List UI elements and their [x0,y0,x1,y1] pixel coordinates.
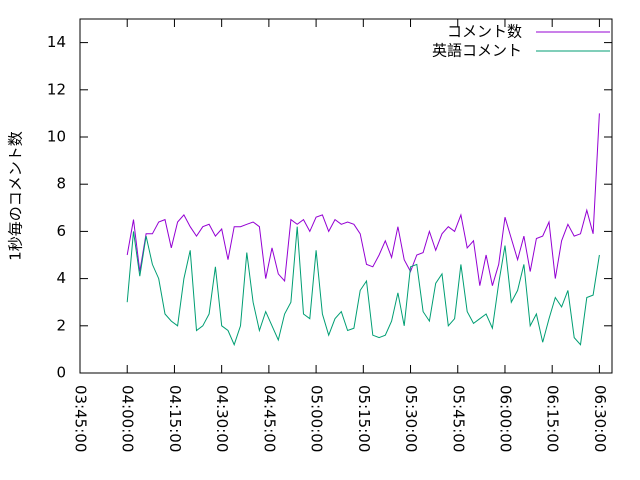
x-tick-label: 06:00:00 [496,385,514,452]
series-line [126,226,600,347]
x-tick-label: 04:00:00 [119,385,137,452]
legend-label: コメント数 [447,23,522,41]
y-tick-label: 8 [56,175,66,193]
x-tick-label: 06:30:00 [591,385,609,452]
series-line [126,113,600,286]
y-tick-label: 12 [47,80,66,98]
y-tick-label: 10 [47,128,66,146]
x-tick-label: 03:45:00 [72,385,90,452]
legend-label: 英語コメント [432,42,522,60]
y-tick-label: 0 [56,364,66,382]
x-tick-label: 04:45:00 [260,385,278,452]
x-tick-label: 05:15:00 [355,385,373,452]
x-tick-label: 04:15:00 [166,385,184,452]
y-axis-label: 1秒毎のコメント数 [7,131,25,261]
x-tick-label: 05:30:00 [402,385,420,452]
y-tick-label: 2 [56,316,66,334]
plot-frame [79,18,613,374]
x-tick-label: 04:30:00 [213,385,231,452]
y-tick-label: 4 [56,269,66,287]
y-tick-label: 6 [56,222,66,240]
y-tick-label: 14 [47,33,66,51]
x-tick-label: 06:15:00 [544,385,562,452]
x-tick-label: 05:00:00 [308,385,326,452]
x-tick-label: 05:45:00 [449,385,467,452]
